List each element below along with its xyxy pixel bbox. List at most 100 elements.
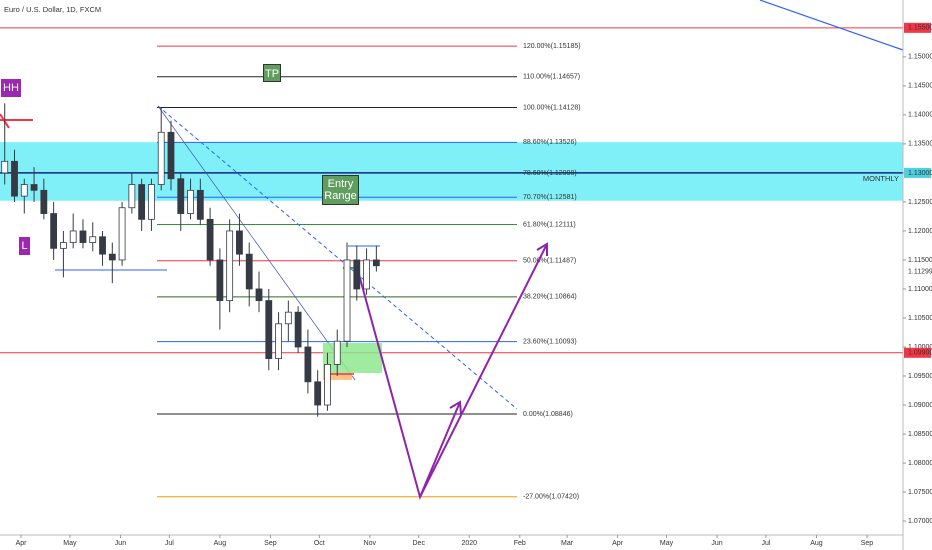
x-tick-label: Aug [810,540,823,547]
candle-body [353,259,361,290]
candle-body [1,160,9,174]
y-tick-label: 1.13500 [908,141,932,148]
y-tick-label: 1.11000 [908,286,932,293]
x-tick-label: Feb [514,540,526,547]
price-box [904,22,931,33]
candle-body [138,184,146,220]
stop-box [323,373,352,380]
candle-body [226,230,234,301]
candle-body [236,230,243,255]
candle-body [255,288,263,301]
x-tick-label: Apr [16,540,28,547]
x-tick-label: Jul [165,540,174,547]
x-tick-label: May [660,540,674,547]
y-tick-label: 1.12500 [908,199,932,206]
y-tick-label: 1.08000 [908,460,932,467]
candle-body [363,259,370,290]
candle-body [89,236,97,243]
candle-body [157,131,165,185]
x-tick-label: Jun [115,540,126,547]
candle-body [118,207,126,261]
candle-body [324,364,331,406]
trend-line [759,0,904,51]
fib-label: 0.00%(1.08846) [523,411,573,418]
fib-label: 110.00%(1.14657) [523,74,580,81]
y-tick-label: 1.12000 [908,228,932,235]
zone-label: MONTHLY [863,174,899,183]
y-tick-label: 1.08500 [908,431,932,438]
x-tick-label: Nov [364,540,377,547]
x-tick-label: 2020 [461,540,477,547]
price-box-label: 1.11299 [908,268,932,275]
fib-label: 61.80%(1.12111) [523,221,576,228]
y-tick-label: 1.11500 [908,257,932,264]
x-tick-label: Sep [861,540,874,547]
x-tick-label: Jun [711,540,722,547]
fib-label: 100.00%(1.14128) [523,104,581,111]
candle-body [294,311,302,348]
annotation-tp: TP [263,64,281,82]
candle-body [196,189,204,220]
y-tick-label: 1.09500 [908,373,932,380]
y-tick-label: 1.14000 [908,112,932,119]
y-tick-label: 1.10500 [908,315,932,322]
fib-label: 38.20%(1.10864) [523,294,577,301]
candle-body [206,218,214,261]
y-tick-label: 1.10000 [908,344,932,351]
fib-label: 70.70%(1.12581) [523,194,577,201]
annotation-entry-range: Entry Range [322,175,359,205]
price-box-label: 1.09900 [908,350,932,357]
candle-body [343,259,351,342]
candle-body [108,253,116,261]
monthly-zone [0,142,903,201]
candle-body [60,242,67,249]
price-box [904,266,931,277]
candle-body [69,230,77,243]
price-box-label: 1.15500 [908,25,932,32]
candle-body [167,131,175,180]
price-box [904,167,931,178]
y-tick-label: 1.14500 [908,83,932,90]
price-box [904,347,931,358]
x-tick-label: Oct [314,540,325,547]
candle-body [333,340,341,365]
candle-body [304,346,312,383]
annotation-hh: HH [1,79,21,97]
price-box-label: 1.13000 [908,170,932,177]
candle-body [284,311,292,325]
time-axis-bg [0,535,903,550]
candle-body [79,230,87,243]
projection-path-2 [419,243,548,498]
x-tick-label: Mar [561,540,574,547]
candle-body [99,236,106,255]
y-tick-label: 1.15000 [908,54,932,61]
drawings [0,0,904,501]
fib-label: 78.60%(1.12998) [523,170,577,177]
candle-body [11,160,18,197]
candle-body [275,323,282,360]
candle-body [177,178,185,214]
x-tick-label: Aug [214,540,227,547]
x-tick-label: Apr [612,540,624,547]
trend-line-dashed [157,105,518,410]
y-tick-label: 1.07500 [908,489,932,496]
candle-body [245,253,253,290]
candle-body [216,259,224,301]
candle-body [20,184,28,197]
fib-label: 88.60%(1.13526) [523,139,577,146]
candle-body [30,184,38,191]
candle-body [128,184,136,209]
fib-label: -27.00%(1.07420) [523,494,579,501]
y-tick-label: 1.07000 [908,518,932,525]
x-tick-label: Dec [413,540,426,547]
chart-title: Euro / U.S. Dollar, 1D, FXCM [4,5,101,14]
projection-head-1 [449,400,462,415]
trend-line-thin [157,105,356,381]
candle-body [265,300,273,360]
candle-body [187,189,194,214]
x-tick-label: Jul [761,540,770,547]
fib-label: 50.00%(1.11487) [523,258,576,265]
